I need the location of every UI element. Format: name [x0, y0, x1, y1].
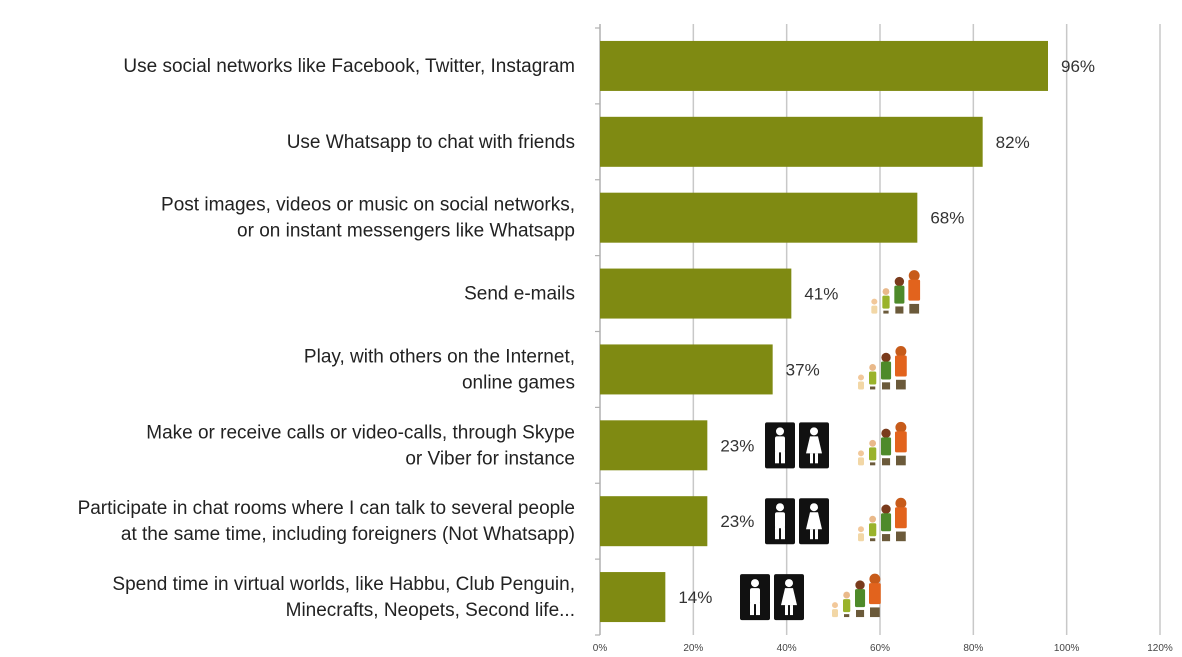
bar [600, 40, 1048, 91]
x-tick-label: 0% [593, 643, 608, 654]
category-label: at the same time, including foreigners (… [121, 524, 575, 545]
category-label: Minecrafts, Neopets, Second life... [286, 600, 575, 621]
family-icon [871, 270, 921, 314]
x-tick-label: 80% [963, 643, 983, 654]
value-label: 41% [804, 285, 838, 304]
bar [600, 116, 983, 167]
gender-icon [765, 498, 829, 545]
value-labels: 96% 82% 68% 41% 37% 23% 23% 14% [678, 57, 1095, 607]
value-label: 23% [720, 512, 754, 531]
x-tick-label: 100% [1054, 643, 1080, 654]
category-label: online games [462, 372, 575, 393]
value-label: 68% [930, 209, 964, 228]
x-tick-label: 60% [870, 643, 890, 654]
category-label: Send e-mails [464, 284, 575, 305]
value-label: 14% [678, 588, 712, 607]
category-label: Participate in chat rooms where I can ta… [78, 498, 575, 519]
family-icon [832, 573, 881, 618]
bar [600, 268, 792, 319]
category-label: Spend time in virtual worlds, like Habbu… [112, 574, 575, 595]
category-label: or on instant messengers like Whatsapp [237, 221, 575, 242]
category-label: Play, with others on the Internet, [304, 346, 575, 367]
bar [600, 192, 918, 243]
x-tick-label: 120% [1147, 643, 1173, 654]
bar [600, 496, 708, 547]
pictograms [740, 270, 921, 621]
bar [600, 572, 666, 623]
family-icon [858, 345, 907, 390]
x-tick-label: 20% [683, 643, 703, 654]
category-labels: Use social networks like Facebook, Twitt… [78, 56, 575, 621]
value-label: 23% [720, 436, 754, 455]
value-label: 37% [786, 360, 820, 379]
category-label: or Viber for instance [405, 448, 575, 469]
x-tick-label: 40% [777, 643, 797, 654]
family-icon [858, 497, 907, 542]
bar [600, 420, 708, 471]
category-label: Post images, videos or music on social n… [161, 195, 575, 216]
category-label: Make or receive calls or video-calls, th… [146, 422, 575, 443]
value-label: 96% [1061, 57, 1095, 76]
bar [600, 344, 773, 395]
gender-icon [740, 574, 804, 621]
bars [600, 40, 1048, 623]
category-label: Use Whatsapp to chat with friends [287, 132, 575, 153]
x-axis-ticks: 0% 20% 40% 60% 80% 100% 120% [593, 643, 1173, 654]
gender-icon [765, 422, 829, 469]
value-label: 82% [996, 133, 1030, 152]
category-label: Use social networks like Facebook, Twitt… [123, 56, 575, 77]
family-icon [858, 421, 907, 466]
